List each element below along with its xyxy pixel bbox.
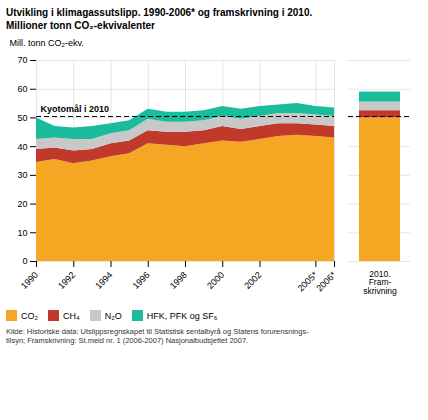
svg-text:Kyotomål i 2010: Kyotomål i 2010 [41, 104, 110, 114]
svg-text:10: 10 [17, 228, 27, 238]
svg-text:60: 60 [17, 84, 27, 94]
svg-text:1994: 1994 [93, 270, 114, 291]
svg-text:2005*: 2005* [296, 269, 320, 293]
svg-text:20: 20 [17, 199, 27, 209]
svg-text:2010.Fram-skrivning: 2010.Fram-skrivning [363, 269, 397, 296]
svg-text:0: 0 [22, 256, 27, 266]
html-text:CO₂: CO₂ [21, 310, 38, 321]
svg-text:2002: 2002 [242, 270, 263, 291]
svg-text:2000: 2000 [205, 270, 226, 291]
html-text:CH₄: CH₄ [63, 310, 80, 321]
svg-text:1996: 1996 [130, 270, 151, 291]
html-text:Utvikling i klimagassutslipp.: Utvikling i klimagassutslipp. 1990-2006*… [6, 7, 313, 18]
svg-text:1992: 1992 [56, 270, 77, 291]
svg-text:40: 40 [17, 142, 27, 152]
html-text:N₂O: N₂O [104, 310, 122, 321]
svg-text:1990: 1990 [19, 270, 40, 291]
html-text:HFK, PFK og SF₆: HFK, PFK og SF₆ [146, 310, 218, 321]
svg-text:50: 50 [17, 113, 27, 123]
svg-text:2006*: 2006* [314, 269, 338, 293]
svg-text:30: 30 [17, 170, 27, 180]
html-text:Kilde: Historiske data: Utslip: Kilde: Historiske data: Utslippsregnskap… [6, 327, 309, 346]
html-text:Millioner tonn CO₂-ekvivalente: Millioner tonn CO₂-ekvivalenter [6, 20, 155, 31]
svg-text:1998: 1998 [168, 270, 189, 291]
svg-text:70: 70 [17, 55, 27, 65]
svg-text:Mill. tonn CO₂-ekv.: Mill. tonn CO₂-ekv. [10, 38, 84, 48]
